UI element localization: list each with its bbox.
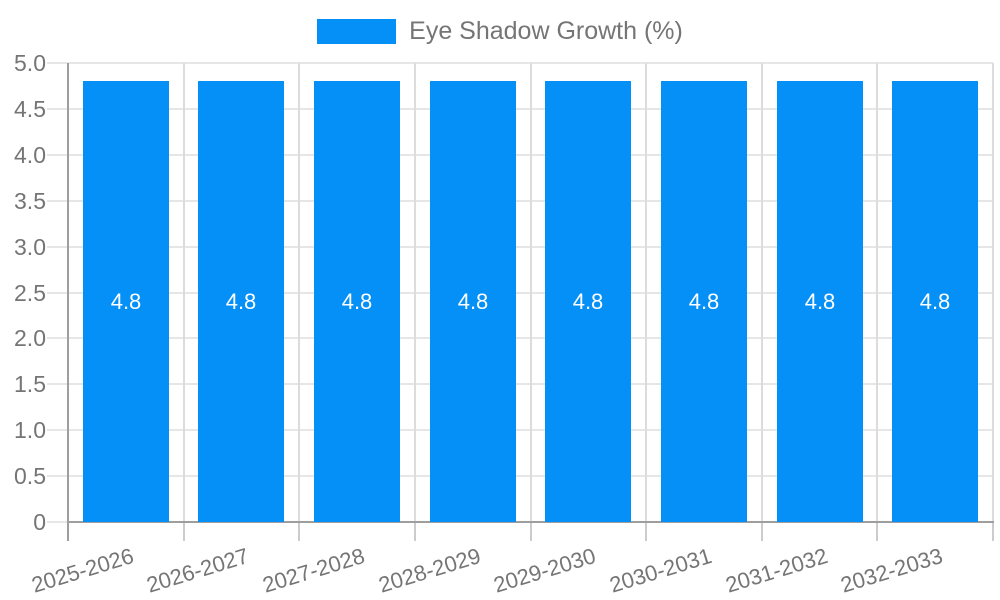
- x-tick-label: 2032-2033: [837, 543, 946, 598]
- y-tick-label: 0: [33, 509, 46, 535]
- bar-value-label: 4.8: [341, 289, 373, 314]
- x-axis-tick: [645, 522, 648, 541]
- bar[interactable]: [430, 81, 516, 522]
- x-axis-line: [67, 521, 994, 523]
- y-tick-label: 2.5: [14, 279, 46, 306]
- bar-value-label: 4.8: [804, 289, 836, 314]
- x-tick-label: 2031-2032: [722, 543, 831, 598]
- x-tick-label: 2026-2027: [143, 543, 252, 598]
- y-tick-label: 4.0: [14, 141, 46, 168]
- bar-value-label: 4.8: [919, 289, 951, 314]
- bar[interactable]: [892, 81, 978, 522]
- x-tick-label: 2027-2028: [259, 543, 368, 598]
- y-tick-label: 0.5: [14, 463, 46, 490]
- x-axis-tick: [760, 522, 763, 541]
- x-axis-tick: [413, 522, 416, 541]
- y-gridline: [47, 291, 993, 294]
- x-axis-tick: [876, 522, 879, 541]
- x-tick-label: 2030-2031: [606, 543, 715, 598]
- x-tick-label: 2029-2030: [490, 543, 599, 598]
- y-axis-tick: [47, 521, 68, 523]
- bar[interactable]: [198, 81, 284, 522]
- y-gridline: [47, 429, 993, 432]
- x-gridline: [413, 63, 416, 522]
- bar[interactable]: [661, 81, 747, 522]
- legend[interactable]: Eye Shadow Growth (%): [0, 17, 1000, 45]
- y-gridline: [47, 107, 993, 110]
- y-gridline: [47, 245, 993, 248]
- y-tick-label: 3.0: [14, 233, 46, 260]
- y-gridline: [47, 62, 993, 64]
- bar[interactable]: [545, 81, 631, 522]
- y-tick-label: 1.0: [14, 417, 46, 444]
- bar-value-label: 4.8: [225, 289, 257, 314]
- y-gridline: [47, 199, 993, 202]
- x-gridline: [298, 63, 301, 522]
- y-gridline: [47, 153, 993, 156]
- x-gridline: [992, 63, 994, 522]
- x-tick-label: 2025-2026: [28, 543, 137, 598]
- x-axis-tick: [992, 522, 994, 541]
- bar-value-label: 4.8: [457, 289, 489, 314]
- bar[interactable]: [83, 81, 169, 522]
- y-gridline: [47, 475, 993, 478]
- x-axis-tick: [182, 522, 185, 541]
- x-gridline: [876, 63, 879, 522]
- bar-value-label: 4.8: [572, 289, 604, 314]
- y-gridline: [47, 383, 993, 386]
- bar[interactable]: [314, 81, 400, 522]
- x-gridline: [182, 63, 185, 522]
- y-tick-label: 1.5: [14, 371, 46, 398]
- legend-label: Eye Shadow Growth (%): [409, 17, 683, 45]
- y-axis-line: [67, 63, 69, 541]
- x-axis-tick: [298, 522, 301, 541]
- x-gridline: [645, 63, 648, 522]
- y-tick-label: 3.5: [14, 187, 46, 214]
- y-tick-label: 2.0: [14, 325, 46, 352]
- x-gridline: [760, 63, 763, 522]
- x-gridline: [529, 63, 532, 522]
- y-tick-label: 5.0: [14, 50, 46, 76]
- bar-value-label: 4.8: [110, 289, 142, 314]
- y-tick-label: 4.5: [14, 95, 46, 122]
- y-gridline: [47, 337, 993, 340]
- legend-swatch: [317, 18, 397, 44]
- x-tick-label: 2028-2029: [375, 543, 484, 598]
- bar[interactable]: [777, 81, 863, 522]
- x-axis-tick: [529, 522, 532, 541]
- bar-value-label: 4.8: [688, 289, 720, 314]
